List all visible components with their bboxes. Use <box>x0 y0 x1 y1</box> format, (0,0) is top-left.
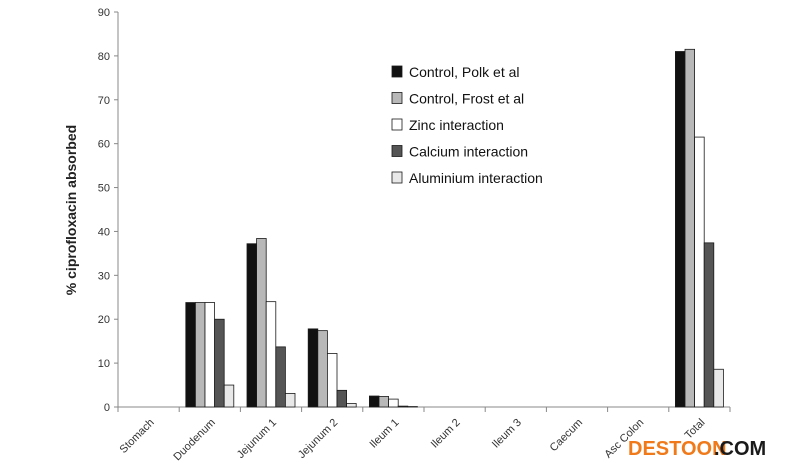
bar <box>378 396 390 408</box>
bar <box>214 318 225 408</box>
bar <box>346 403 357 408</box>
y-tick-label: 10 <box>98 358 110 370</box>
bar <box>284 392 296 408</box>
legend-label: Calcium interaction <box>409 144 528 160</box>
bars <box>185 48 724 408</box>
legend: Control, Polk et al Control, Frost et al Z… <box>391 64 543 186</box>
bar <box>246 243 258 408</box>
y-tick-label: 60 <box>98 139 110 151</box>
bar <box>684 48 696 408</box>
category-label: Ileum 1 <box>368 417 402 451</box>
bar <box>194 302 206 408</box>
legend-swatch <box>391 118 403 131</box>
bar <box>317 330 328 408</box>
y-tick-label: 70 <box>98 95 110 107</box>
watermark-part2: .COM <box>714 438 766 460</box>
bar <box>275 346 286 408</box>
bar <box>397 405 409 408</box>
category-label: Jejunum 2 <box>296 417 340 461</box>
bar <box>336 389 348 408</box>
bar <box>307 328 319 408</box>
bar <box>223 384 235 408</box>
legend-swatch <box>391 145 403 157</box>
legend-swatch <box>391 65 403 78</box>
category-label: Ileum 2 <box>429 417 463 451</box>
legend-label: Zinc interaction <box>409 117 504 133</box>
bar <box>694 136 705 408</box>
bar <box>388 398 399 408</box>
legend-swatch <box>391 171 403 184</box>
bar <box>703 242 715 408</box>
legend-label: Control, Polk et al <box>409 64 520 80</box>
watermark-part1: DESTOON <box>628 438 727 460</box>
y-tick-label: 80 <box>98 51 110 63</box>
y-axis-label: % ciprofloxacin absorbed <box>63 125 79 295</box>
bar <box>204 302 216 408</box>
bar <box>265 301 277 408</box>
bar <box>713 368 724 408</box>
watermark: DESTOON .COM <box>628 438 766 460</box>
legend-swatch <box>391 92 403 104</box>
y-tick-label: 0 <box>104 402 110 414</box>
bar <box>256 238 267 408</box>
category-label: Jejunum 1 <box>235 417 279 461</box>
bar <box>675 51 686 408</box>
y-tick-label: 90 <box>98 7 110 19</box>
bar <box>326 353 338 408</box>
y-axis: 0 10 20 30 40 50 60 70 80 90 <box>98 7 119 414</box>
bar <box>185 302 196 408</box>
category-label: Stomach <box>118 417 157 456</box>
y-tick-label: 30 <box>98 270 110 282</box>
legend-label: Control, Frost et al <box>409 91 524 107</box>
legend-label: Aluminium interaction <box>409 170 543 186</box>
category-label: Duodenum <box>171 417 218 464</box>
y-tick-label: 20 <box>98 314 110 326</box>
category-label: Ileum 3 <box>490 417 524 451</box>
y-tick-label: 50 <box>98 183 110 195</box>
bar <box>368 395 380 408</box>
y-tick-label: 40 <box>98 226 110 238</box>
category-label: Caecum <box>548 417 585 454</box>
